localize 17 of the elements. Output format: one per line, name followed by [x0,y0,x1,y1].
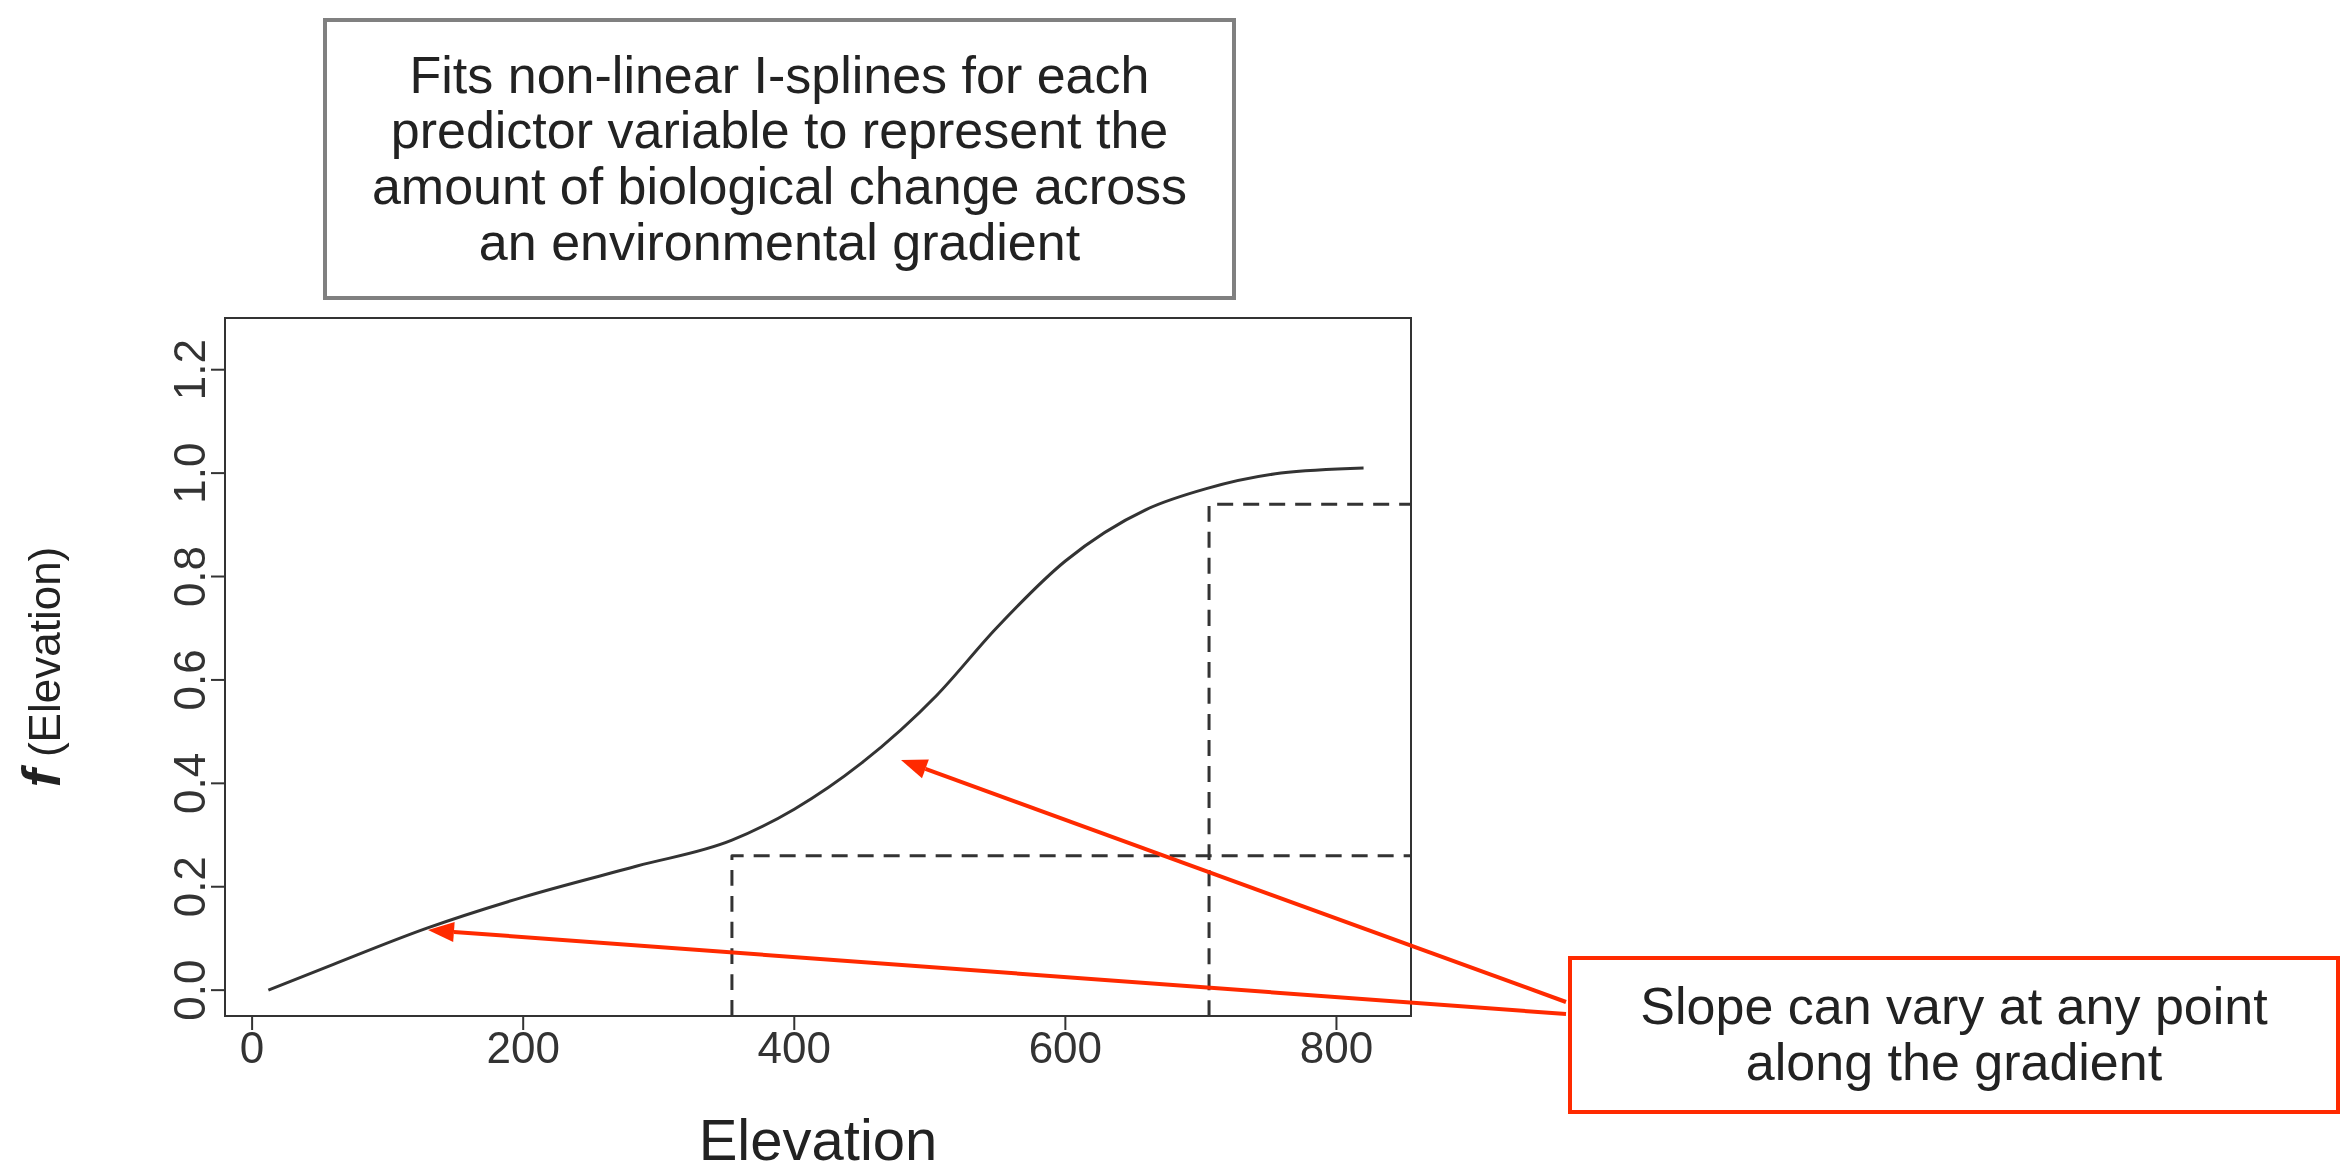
y-tick-label: 0.2 [165,856,214,918]
y-axis-title: f (Elevation) [11,546,71,788]
text: Slope can vary at any point along the gradient [1568,956,2340,1114]
y-tick-label: 0.0 [165,959,214,1021]
y-tick-label: 0.8 [165,545,214,608]
line-series [266,466,1366,992]
x-tick-label: 400 [757,1023,831,1073]
y-tick-label: 1.0 [165,442,214,504]
x-tick-label: 0 [239,1023,265,1073]
y-tick-label: 1.2 [165,339,214,401]
x-tick-label: 600 [1028,1023,1103,1073]
x-tick-label: 800 [1299,1023,1374,1073]
x-axis-title: Elevation [698,1107,938,1172]
y-tick-label: 0.4 [165,752,214,814]
y-tick-label: 0.6 [165,649,214,711]
text: Fits non-linear I-splines for each predictor variable to represent the amount of biological change across an environmental gradient [323,18,1236,300]
x-tick-label: 200 [486,1023,560,1073]
